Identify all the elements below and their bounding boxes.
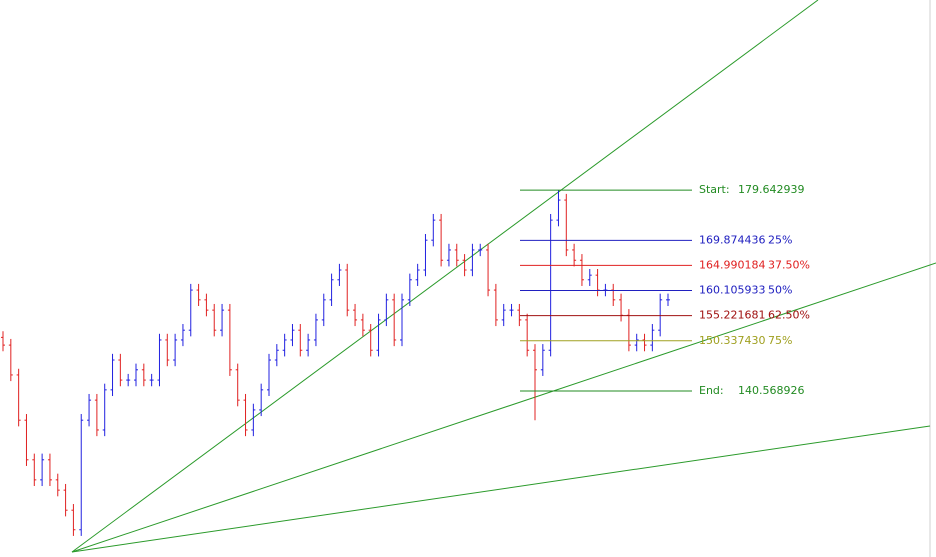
level-percent: 50% [768,284,792,297]
level-value: 160.105933 [699,284,765,297]
level-value: 179.642939 [738,183,804,196]
level-value: 150.337430 [699,334,765,347]
level-value: 140.568926 [738,384,804,397]
fan-line [71,425,931,553]
level-value: 164.990184 [699,258,765,271]
level-name: Start: [699,183,730,196]
level-value: 169.874436 [699,233,765,246]
level-name: End: [699,384,724,397]
level-percent: 25% [768,233,792,246]
level-percent: 37.50% [768,258,810,271]
fan-line [71,0,819,553]
level-percent: 62.50% [768,309,810,322]
level-value: 155.221681 [699,309,765,322]
fan-line [71,262,936,553]
level-percent: 75% [768,334,792,347]
